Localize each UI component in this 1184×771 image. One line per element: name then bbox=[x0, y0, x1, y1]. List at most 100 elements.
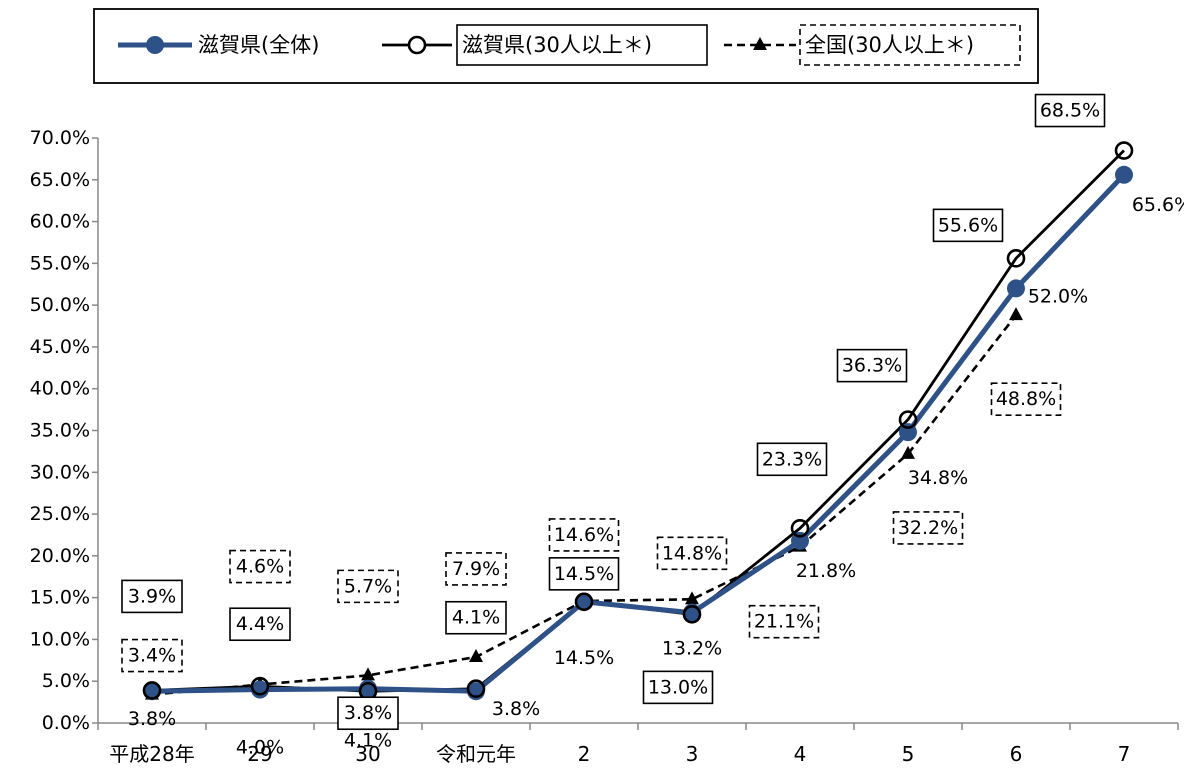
data-label-all: 14.5% bbox=[554, 647, 614, 669]
legend-marker-national30 bbox=[753, 37, 767, 50]
data-point-all bbox=[575, 592, 593, 611]
data-label-shiga30-box bbox=[642, 670, 714, 705]
data-point-shiga30 bbox=[466, 679, 486, 699]
data-label-national30: 7.9% bbox=[452, 558, 500, 580]
data-label-shiga30: 68.5% bbox=[1040, 100, 1100, 122]
data-label-shiga30: 4.1% bbox=[452, 607, 500, 629]
data-label-national30: 14.6% bbox=[554, 524, 614, 546]
data-label-national30: 21.1% bbox=[754, 611, 814, 633]
y-tick-label: 10.0% bbox=[30, 628, 90, 650]
data-label-shiga30-box bbox=[756, 442, 828, 477]
data-point-shiga30 bbox=[574, 592, 594, 612]
data-label-national30: 5.7% bbox=[344, 575, 392, 597]
y-tick-label: 15.0% bbox=[30, 587, 90, 609]
data-label-national30-box bbox=[990, 382, 1062, 416]
data-label-shiga30-box bbox=[836, 348, 908, 383]
x-tick-label: 3 bbox=[686, 742, 699, 766]
y-tick-label: 20.0% bbox=[30, 545, 90, 567]
data-label-shiga30: 13.0% bbox=[648, 676, 708, 698]
data-label-shiga30-box bbox=[121, 579, 183, 614]
data-point-national30 bbox=[469, 648, 483, 662]
data-label-shiga30-box bbox=[932, 208, 1004, 243]
data-label-national30-box bbox=[337, 569, 399, 604]
y-tick-label: 0.0% bbox=[42, 712, 90, 734]
data-label-shiga30: 4.4% bbox=[236, 613, 284, 635]
data-label-national30-box bbox=[892, 511, 964, 545]
series-line-all bbox=[151, 173, 1126, 694]
y-tick-label: 45.0% bbox=[30, 336, 90, 358]
y-tick-label: 30.0% bbox=[30, 461, 90, 483]
data-label-national30: 14.8% bbox=[662, 542, 722, 564]
data-label-national30-box bbox=[121, 638, 183, 673]
data-label-shiga30-box bbox=[445, 600, 507, 635]
data-point-shiga30 bbox=[142, 681, 162, 700]
data-point-shiga30 bbox=[682, 605, 702, 624]
y-tick-label: 25.0% bbox=[30, 503, 90, 525]
data-label-all: 13.2% bbox=[662, 638, 722, 660]
x-tick-label: 4 bbox=[794, 742, 807, 766]
legend-box-shiga30 bbox=[456, 24, 708, 66]
y-tick-label: 35.0% bbox=[30, 420, 90, 442]
data-label-national30-box bbox=[656, 536, 728, 571]
data-point-shiga30 bbox=[1114, 141, 1134, 160]
data-label-shiga30-box bbox=[1034, 93, 1106, 128]
data-point-national30 bbox=[361, 667, 375, 681]
x-tick-label: 5 bbox=[902, 742, 915, 766]
data-label-all: 3.8% bbox=[492, 698, 540, 720]
x-tick-label: 29 bbox=[247, 742, 272, 766]
x-tick-label: 6 bbox=[1010, 742, 1023, 766]
data-label-shiga30-box bbox=[229, 607, 291, 642]
data-label-all: 34.8% bbox=[908, 467, 968, 489]
y-tick-label: 50.0% bbox=[30, 294, 90, 316]
data-point-shiga30 bbox=[898, 410, 918, 429]
data-label-shiga30: 14.5% bbox=[554, 563, 614, 585]
y-tick-label: 55.0% bbox=[30, 252, 90, 274]
legend-marker-all bbox=[146, 36, 164, 54]
legend-label-national30: 全国(30人以上＊) bbox=[805, 33, 974, 57]
data-point-national30 bbox=[685, 591, 699, 605]
data-label-national30: 32.2% bbox=[898, 517, 958, 539]
data-point-national30 bbox=[901, 445, 915, 459]
y-tick-label: 40.0% bbox=[30, 378, 90, 400]
x-tick-label: 7 bbox=[1118, 742, 1131, 766]
data-point-national30 bbox=[1009, 307, 1023, 321]
y-tick-label: 65.0% bbox=[30, 169, 90, 191]
data-label-national30-box bbox=[229, 549, 291, 584]
x-tick-label: 平成28年 bbox=[109, 742, 194, 766]
data-point-shiga30 bbox=[250, 676, 270, 696]
data-label-national30: 48.8% bbox=[996, 388, 1056, 410]
data-label-national30-box bbox=[445, 552, 507, 586]
data-label-all: 21.8% bbox=[796, 560, 856, 582]
x-tick-label: 2 bbox=[578, 742, 591, 766]
data-label-shiga30: 3.8% bbox=[344, 702, 392, 724]
legend-label-all: 滋賀県(全体) bbox=[198, 33, 319, 57]
y-tick-label: 70.0% bbox=[30, 127, 90, 149]
data-label-all: 4.0% bbox=[236, 737, 284, 759]
legend-box-national30 bbox=[799, 24, 1021, 66]
data-label-shiga30: 3.9% bbox=[128, 585, 176, 607]
data-label-shiga30: 23.3% bbox=[762, 448, 822, 470]
y-tick-label: 60.0% bbox=[30, 211, 90, 233]
y-tick-label: 5.0% bbox=[42, 670, 90, 692]
legend-label-shiga30: 滋賀県(30人以上＊) bbox=[462, 33, 652, 57]
data-point-shiga30 bbox=[1006, 249, 1026, 268]
data-point-all bbox=[1115, 165, 1133, 184]
x-tick-label: 30 bbox=[355, 742, 380, 766]
data-label-national30: 4.6% bbox=[236, 556, 284, 578]
legend-marker-shiga30 bbox=[407, 35, 427, 55]
data-point-all bbox=[1007, 279, 1025, 298]
data-label-all: 65.6% bbox=[1132, 194, 1184, 216]
data-label-national30-box bbox=[748, 604, 820, 639]
data-label-shiga30: 36.3% bbox=[842, 355, 902, 377]
data-label-national30: 3.4% bbox=[128, 645, 176, 667]
data-label-shiga30-box bbox=[548, 557, 620, 591]
data-label-all: 52.0% bbox=[1028, 285, 1088, 307]
data-label-all: 3.8% bbox=[128, 708, 176, 730]
data-label-shiga30-box bbox=[337, 696, 399, 731]
data-label-all: 4.1% bbox=[344, 730, 392, 752]
x-tick-label: 令和元年 bbox=[436, 742, 516, 766]
data-label-national30-box bbox=[548, 518, 620, 552]
data-label-shiga30: 55.6% bbox=[938, 214, 998, 236]
data-point-shiga30 bbox=[790, 518, 810, 538]
